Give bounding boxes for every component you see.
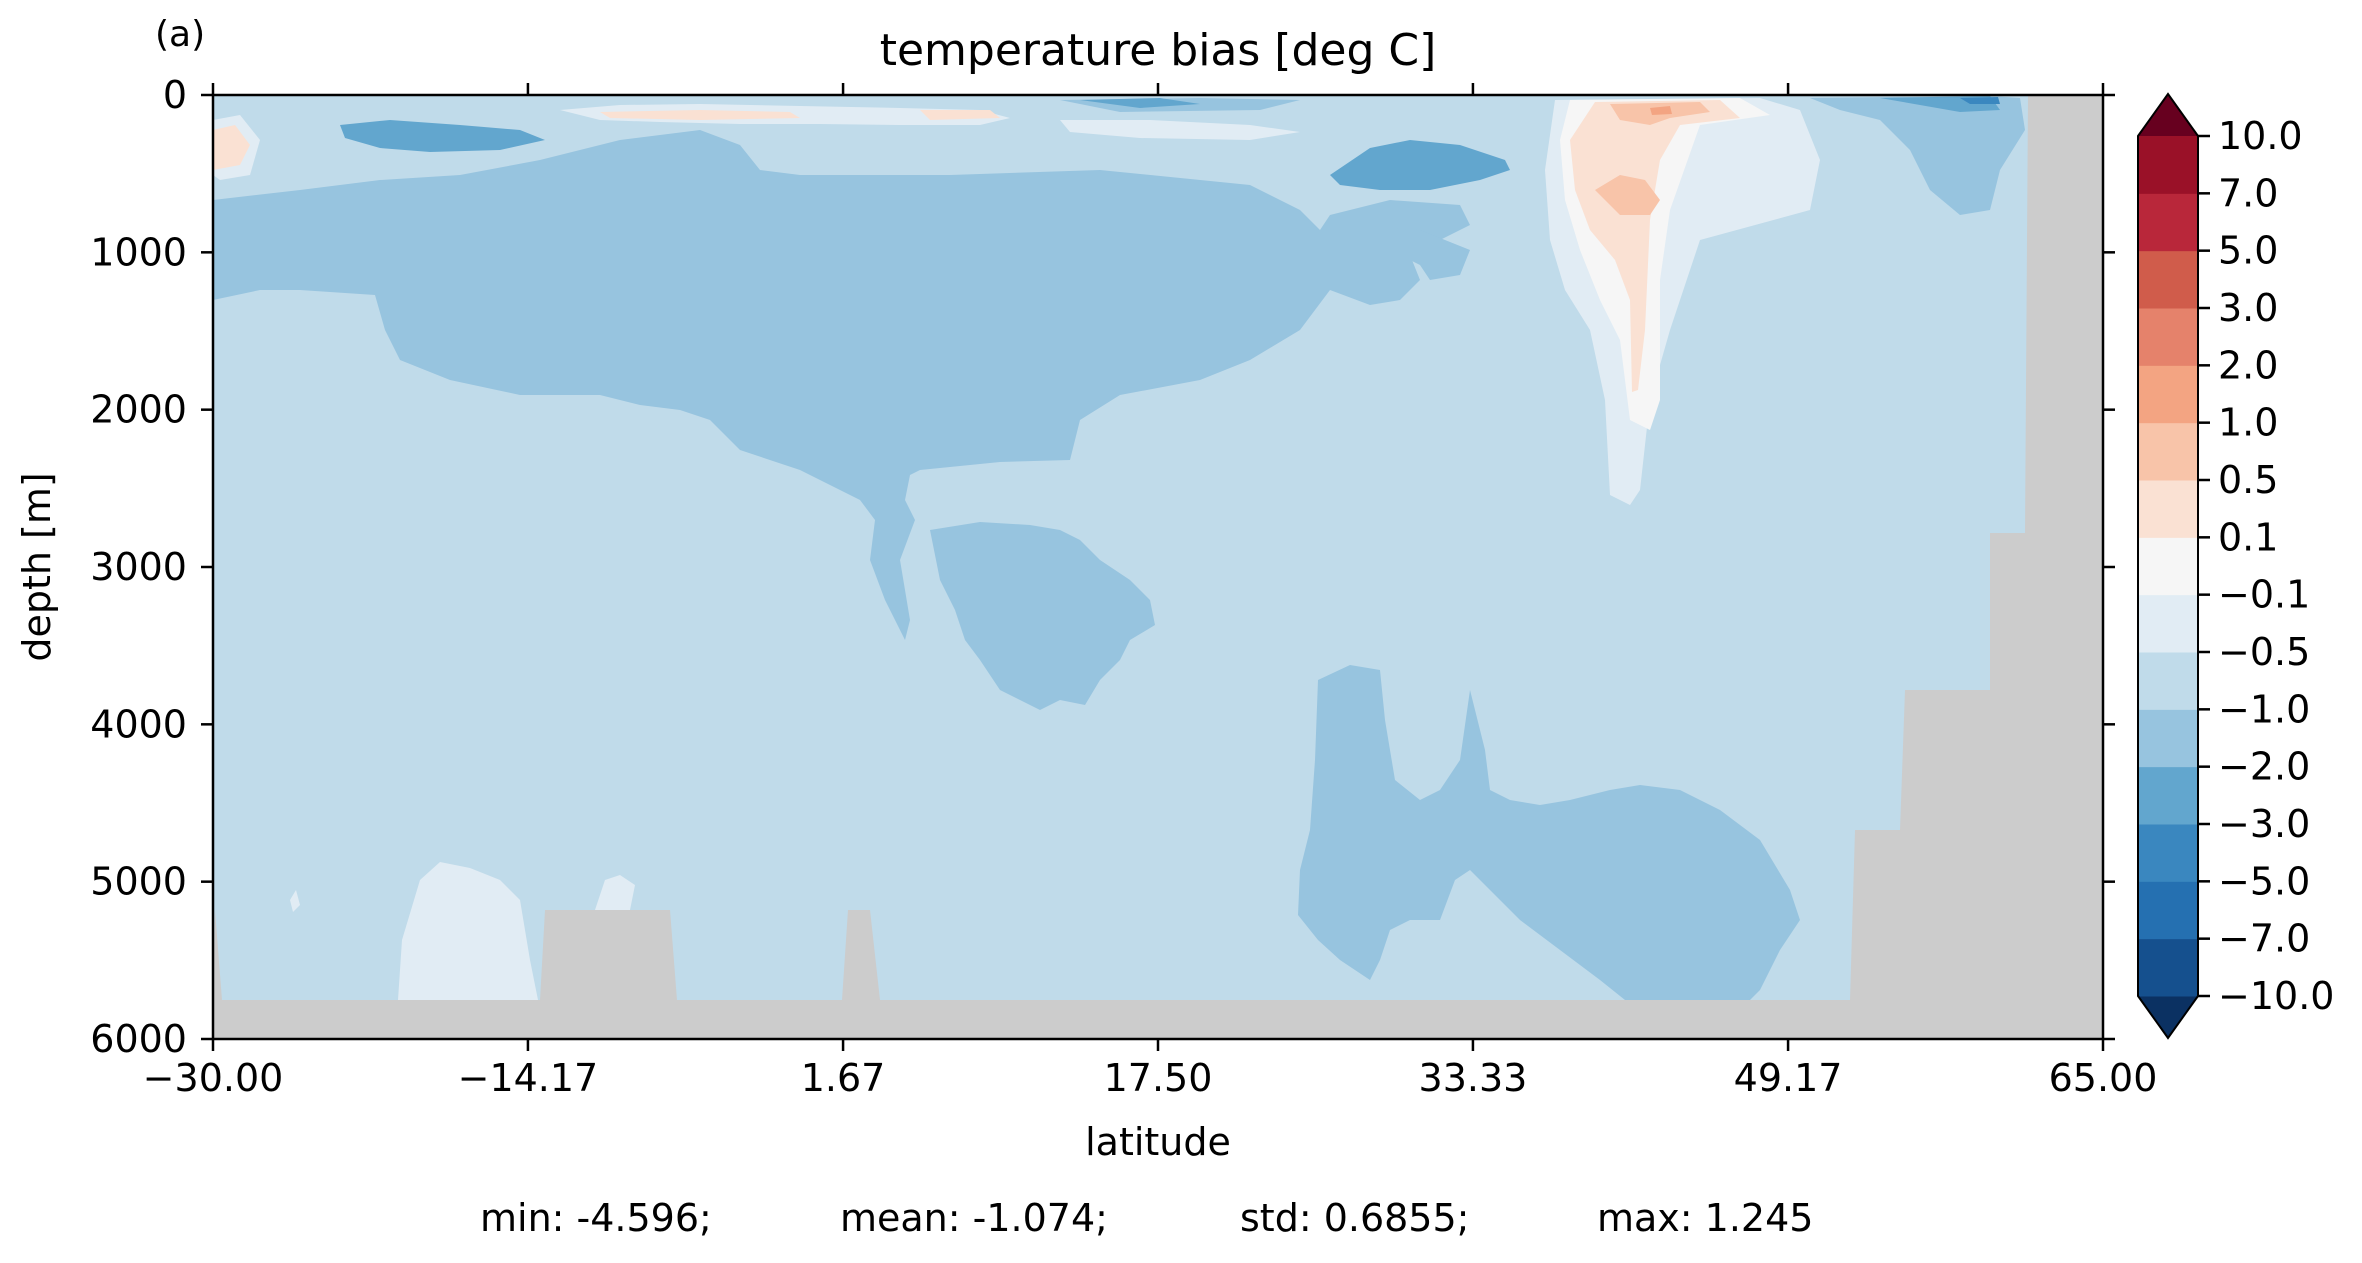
x-tick-label: 1.67 xyxy=(801,1056,886,1100)
colorbar-tick-label: −10.0 xyxy=(2218,974,2334,1018)
colorbar-swatch xyxy=(2138,365,2198,424)
colorbar-swatch xyxy=(2138,652,2198,710)
colorbar-extend-lower xyxy=(2138,996,2198,1038)
colorbar-tick-label: 5.0 xyxy=(2218,229,2278,273)
colorbar-tick-label: −0.5 xyxy=(2218,630,2310,674)
colorbar-extend-upper xyxy=(2138,94,2198,136)
contour-floor-light-c xyxy=(290,890,300,912)
colorbar-swatch xyxy=(2138,250,2198,309)
chart-title: temperature bias [deg C] xyxy=(880,25,1437,76)
contour-floor-light-a xyxy=(398,862,538,1000)
colorbar-swatch xyxy=(2138,709,2198,768)
y-tick-label: 5000 xyxy=(90,860,187,904)
panel-label: (a) xyxy=(155,14,205,55)
colorbar-swatch xyxy=(2138,938,2198,997)
contour-tropic-warm-a xyxy=(600,110,800,120)
contour-tongue-core xyxy=(1650,106,1672,115)
x-tick-label: −30.00 xyxy=(143,1056,284,1100)
stat-mean: mean: -1.074; xyxy=(840,1196,1108,1240)
contour-surface-e xyxy=(1810,96,2025,215)
colorbar-swatch xyxy=(2138,766,2198,825)
stat-std: std: 0.6855; xyxy=(1240,1196,1470,1240)
y-tick-label: 3000 xyxy=(90,545,187,589)
contour-surface-g xyxy=(1960,97,2000,104)
colorbar-swatch xyxy=(2138,537,2198,596)
colorbar-swatch xyxy=(2138,480,2198,538)
colorbar-swatch xyxy=(2138,594,2198,653)
colorbar-swatch xyxy=(2138,824,2198,882)
land-mask xyxy=(213,95,2103,1039)
colorbar: −10.0 −7.0 −5.0 −3.0 −2.0 −1.0 −0.5 −0.1 0.1 0.5 1… xyxy=(2137,92,2334,1040)
x-tick-label: −14.17 xyxy=(458,1056,599,1100)
contour-surface-d xyxy=(1080,98,1200,108)
contour-surface-a xyxy=(340,120,545,152)
colorbar-swatch xyxy=(2138,193,2198,252)
colorbar-tick-label: −3.0 xyxy=(2218,802,2310,846)
y-tick-label: 0 xyxy=(163,73,187,117)
x-tick-label: 49.17 xyxy=(1734,1056,1843,1100)
contour-coast-warm xyxy=(213,125,250,170)
contour-upper-band xyxy=(213,130,1470,640)
y-tick-label: 1000 xyxy=(90,230,187,274)
x-tick-label: 33.33 xyxy=(1419,1056,1528,1100)
contour-tongue-warmer-b xyxy=(1595,175,1660,215)
colorbar-tick-label: −7.0 xyxy=(2218,917,2310,961)
y-axis-label: depth [m] xyxy=(15,472,59,661)
contour-tongue-warm xyxy=(1570,100,1740,392)
contour-floor-light-b xyxy=(595,875,635,910)
colorbar-tick-label: −1.0 xyxy=(2218,687,2310,731)
colorbar-tick-label: 10.0 xyxy=(2218,114,2303,158)
contour-deep-region xyxy=(1298,665,1800,1010)
x-axis-ticks: −30.00 −14.17 1.67 17.50 33.33 49.17 65.00 xyxy=(143,83,2158,1100)
y-tick-label: 6000 xyxy=(90,1017,187,1061)
colorbar-swatch xyxy=(2138,136,2198,194)
stat-min: min: -4.596; xyxy=(480,1196,712,1240)
colorbar-tick-label: 0.1 xyxy=(2218,515,2278,559)
contour-tropic-warm-b xyxy=(920,110,1000,120)
contour-surface-light-b xyxy=(1060,120,1300,140)
colorbar-tick-label: −5.0 xyxy=(2218,859,2310,903)
colorbar-swatch xyxy=(2138,308,2198,366)
x-tick-label: 17.50 xyxy=(1104,1056,1213,1100)
colorbar-tick-label: 3.0 xyxy=(2218,286,2278,330)
colorbar-tick-label: −0.1 xyxy=(2218,573,2310,617)
colorbar-tick-label: −2.0 xyxy=(2218,745,2310,789)
x-tick-label: 65.00 xyxy=(2049,1056,2158,1100)
contour-upper-band-b xyxy=(1340,225,1470,280)
y-tick-label: 2000 xyxy=(90,388,187,432)
stat-max: max: 1.245 xyxy=(1597,1196,1814,1240)
colorbar-swatch xyxy=(2138,422,2198,481)
x-axis-label: latitude xyxy=(1085,1120,1231,1164)
colorbar-swatch xyxy=(2138,881,2198,940)
colorbar-tick-label: 1.0 xyxy=(2218,401,2278,445)
y-tick-label: 4000 xyxy=(90,702,187,746)
contour-mid-patch xyxy=(930,522,1155,710)
plot-area xyxy=(213,95,2103,1039)
colorbar-tick-label: 7.0 xyxy=(2218,171,2278,215)
y-axis-ticks: 0 1000 2000 3000 4000 5000 6000 xyxy=(90,73,2115,1061)
colorbar-tick-label: 2.0 xyxy=(2218,343,2278,387)
contour-surface-b xyxy=(1330,140,1510,190)
colorbar-tick-label: 0.5 xyxy=(2218,458,2278,502)
